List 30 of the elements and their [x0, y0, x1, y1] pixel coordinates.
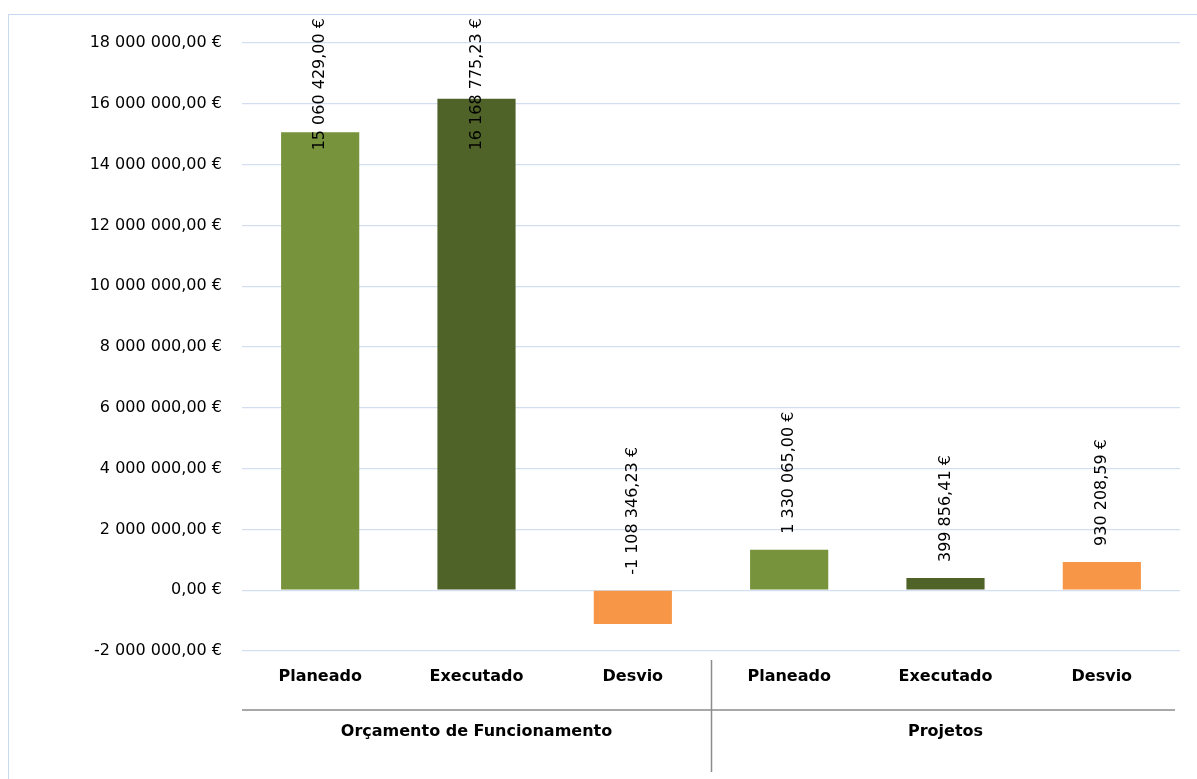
- bar: [281, 132, 360, 590]
- x-tick-label: Executado: [429, 665, 524, 685]
- x-tick-label: Desvio: [1071, 665, 1133, 685]
- y-tick-label: 6 000 000,00 €: [99, 396, 222, 416]
- bar: [906, 578, 985, 590]
- data-label: 1 330 065,00 €: [778, 411, 798, 534]
- bar: [750, 549, 829, 590]
- y-tick-label: 2 000 000,00 €: [99, 518, 222, 538]
- y-tick-label: 16 000 000,00 €: [89, 92, 222, 112]
- bar: [593, 590, 672, 624]
- x-tick-label: Desvio: [602, 665, 664, 685]
- text: Orçamento de Funcionamento: [340, 721, 613, 741]
- y-tick-label: -2 000 000,00 €: [94, 640, 222, 660]
- x-tick-label: Planeado: [747, 665, 831, 685]
- x-tick-label: Executado: [898, 665, 993, 685]
- y-tick-label: 14 000 000,00 €: [89, 153, 222, 173]
- data-label: 399 856,41 €: [934, 455, 954, 563]
- bar: [1062, 561, 1141, 590]
- y-tick-label: 0,00 €: [171, 579, 222, 599]
- data-label: 930 208,59 €: [1090, 439, 1110, 546]
- y-tick-label: 8 000 000,00 €: [99, 336, 222, 356]
- text: Projetos: [907, 721, 984, 741]
- y-tick-label: 10 000 000,00 €: [89, 275, 222, 295]
- y-tick-label: 12 000 000,00 €: [89, 214, 222, 234]
- data-label: 15 060 429,00 €: [309, 17, 329, 151]
- x-tick-label: Planeado: [278, 665, 362, 685]
- y-tick-label: 18 000 000,00 €: [89, 32, 222, 52]
- data-label: -1 108 346,23 €: [621, 446, 641, 575]
- y-tick-label: 4 000 000,00 €: [99, 457, 222, 477]
- data-label: 16 168 775,23 €: [465, 17, 485, 151]
